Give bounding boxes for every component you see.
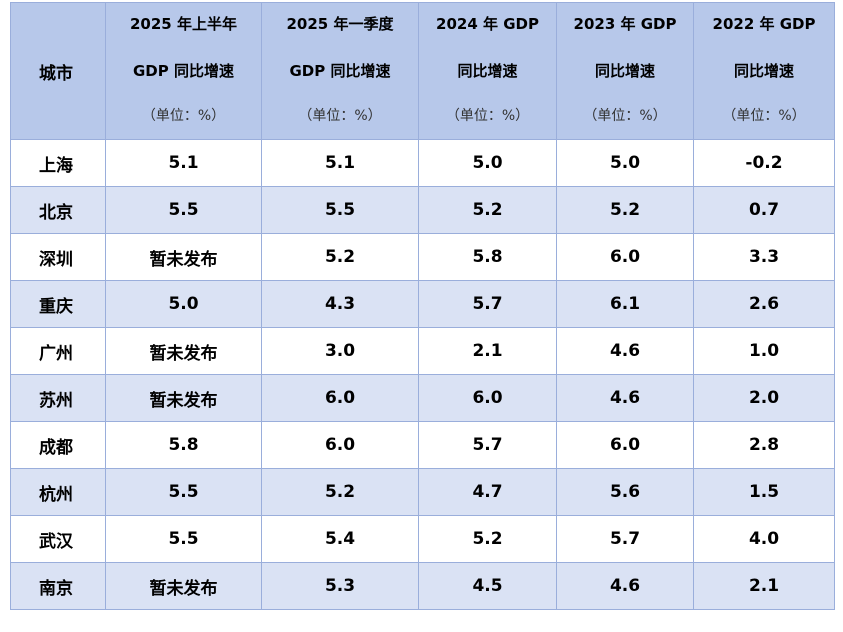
value-cell-2024: 5.7 xyxy=(418,421,557,469)
value-cell-2025-h1: 5.8 xyxy=(105,421,262,469)
value-cell-2022: 2.8 xyxy=(693,421,835,469)
value-cell-2023: 5.0 xyxy=(556,139,694,187)
value-cell-2022: 4.0 xyxy=(693,515,835,563)
value-cell-2025-q1: 3.0 xyxy=(261,327,419,375)
city-cell: 上海 xyxy=(10,139,106,187)
city-cell: 深圳 xyxy=(10,233,106,281)
value-cell-2022: 1.0 xyxy=(693,327,835,375)
value-cell-2024: 4.5 xyxy=(418,562,557,610)
value-cell-2024: 5.2 xyxy=(418,515,557,563)
city-cell: 苏州 xyxy=(10,374,106,422)
table-row: 深圳 暂未发布 5.2 5.8 6.0 3.3 xyxy=(10,233,835,281)
value-cell-2024: 6.0 xyxy=(418,374,557,422)
column-header-2022: 2022 年 GDP 同比增速 （单位：%） xyxy=(693,2,835,140)
header-line-period: 2023 年 GDP xyxy=(573,15,677,33)
table-row: 北京 5.5 5.5 5.2 5.2 0.7 xyxy=(10,186,835,234)
header-line-unit: （单位：%） xyxy=(298,108,382,124)
value-cell-2025-q1: 6.0 xyxy=(261,421,419,469)
value-cell-2022: 1.5 xyxy=(693,468,835,516)
value-cell-2024: 5.0 xyxy=(418,139,557,187)
city-cell: 杭州 xyxy=(10,468,106,516)
value-cell-2024: 4.7 xyxy=(418,468,557,516)
value-cell-2023: 5.6 xyxy=(556,468,694,516)
header-row: 城市 2025 年上半年 GDP 同比增速 （单位：%） 2025 年一季度 G… xyxy=(10,2,835,140)
value-cell-2024: 5.8 xyxy=(418,233,557,281)
table-row: 南京 暂未发布 5.3 4.5 4.6 2.1 xyxy=(10,562,835,610)
gdp-growth-table: 城市 2025 年上半年 GDP 同比增速 （单位：%） 2025 年一季度 G… xyxy=(10,2,835,610)
value-cell-2024: 5.2 xyxy=(418,186,557,234)
header-line-unit: （单位：%） xyxy=(722,108,806,124)
value-cell-2024: 5.7 xyxy=(418,280,557,328)
city-cell: 成都 xyxy=(10,421,106,469)
table-row: 杭州 5.5 5.2 4.7 5.6 1.5 xyxy=(10,468,835,516)
city-cell: 北京 xyxy=(10,186,106,234)
table-row: 苏州 暂未发布 6.0 6.0 4.6 2.0 xyxy=(10,374,835,422)
value-cell-2022: -0.2 xyxy=(693,139,835,187)
value-cell-2023: 4.6 xyxy=(556,374,694,422)
value-cell-2025-q1: 5.2 xyxy=(261,233,419,281)
value-cell-2025-h1: 暂未发布 xyxy=(105,374,262,422)
value-cell-2025-h1: 暂未发布 xyxy=(105,233,262,281)
value-cell-2022: 2.0 xyxy=(693,374,835,422)
value-cell-2023: 6.0 xyxy=(556,421,694,469)
value-cell-2025-q1: 4.3 xyxy=(261,280,419,328)
city-cell: 南京 xyxy=(10,562,106,610)
value-cell-2023: 6.0 xyxy=(556,233,694,281)
value-cell-2023: 5.7 xyxy=(556,515,694,563)
value-cell-2023: 5.2 xyxy=(556,186,694,234)
header-line-metric: GDP 同比增速 xyxy=(133,62,234,80)
header-line-metric: 同比增速 xyxy=(733,62,794,80)
city-cell: 重庆 xyxy=(10,280,106,328)
city-cell: 武汉 xyxy=(10,515,106,563)
value-cell-2025-q1: 6.0 xyxy=(261,374,419,422)
header-line-period: 2025 年一季度 xyxy=(286,15,394,33)
value-cell-2025-q1: 5.3 xyxy=(261,562,419,610)
column-header-2024: 2024 年 GDP 同比增速 （单位：%） xyxy=(418,2,557,140)
table-row: 重庆 5.0 4.3 5.7 6.1 2.6 xyxy=(10,280,835,328)
value-cell-2025-h1: 暂未发布 xyxy=(105,562,262,610)
value-cell-2025-h1: 5.0 xyxy=(105,280,262,328)
column-header-2025-q1: 2025 年一季度 GDP 同比增速 （单位：%） xyxy=(261,2,419,140)
value-cell-2025-h1: 5.5 xyxy=(105,186,262,234)
value-cell-2022: 2.1 xyxy=(693,562,835,610)
column-header-city-label: 城市 xyxy=(39,63,73,84)
city-cell: 广州 xyxy=(10,327,106,375)
value-cell-2025-q1: 5.1 xyxy=(261,139,419,187)
column-header-2025-h1: 2025 年上半年 GDP 同比增速 （单位：%） xyxy=(105,2,262,140)
value-cell-2023: 6.1 xyxy=(556,280,694,328)
header-line-unit: （单位：%） xyxy=(445,108,530,124)
value-cell-2025-h1: 5.5 xyxy=(105,468,262,516)
column-header-city: 城市 xyxy=(10,2,106,140)
table-row: 成都 5.8 6.0 5.7 6.0 2.8 xyxy=(10,421,835,469)
value-cell-2022: 0.7 xyxy=(693,186,835,234)
column-header-2023: 2023 年 GDP 同比增速 （单位：%） xyxy=(556,2,694,140)
header-line-period: 2025 年上半年 xyxy=(130,15,237,33)
value-cell-2024: 2.1 xyxy=(418,327,557,375)
value-cell-2022: 2.6 xyxy=(693,280,835,328)
value-cell-2023: 4.6 xyxy=(556,327,694,375)
value-cell-2025-q1: 5.2 xyxy=(261,468,419,516)
value-cell-2025-h1: 5.1 xyxy=(105,139,262,187)
header-line-metric: GDP 同比增速 xyxy=(289,62,391,80)
header-line-unit: （单位：%） xyxy=(583,108,667,124)
header-line-period: 2024 年 GDP xyxy=(436,15,539,33)
value-cell-2025-q1: 5.4 xyxy=(261,515,419,563)
table-row: 上海 5.1 5.1 5.0 5.0 -0.2 xyxy=(10,139,835,187)
table-row: 广州 暂未发布 3.0 2.1 4.6 1.0 xyxy=(10,327,835,375)
header-line-metric: 同比增速 xyxy=(594,62,655,80)
header-line-metric: 同比增速 xyxy=(457,62,518,80)
value-cell-2025-h1: 5.5 xyxy=(105,515,262,563)
value-cell-2025-q1: 5.5 xyxy=(261,186,419,234)
value-cell-2023: 4.6 xyxy=(556,562,694,610)
header-line-period: 2022 年 GDP xyxy=(712,15,816,33)
header-line-unit: （单位：%） xyxy=(141,108,226,124)
value-cell-2025-h1: 暂未发布 xyxy=(105,327,262,375)
value-cell-2022: 3.3 xyxy=(693,233,835,281)
table-row: 武汉 5.5 5.4 5.2 5.7 4.0 xyxy=(10,515,835,563)
